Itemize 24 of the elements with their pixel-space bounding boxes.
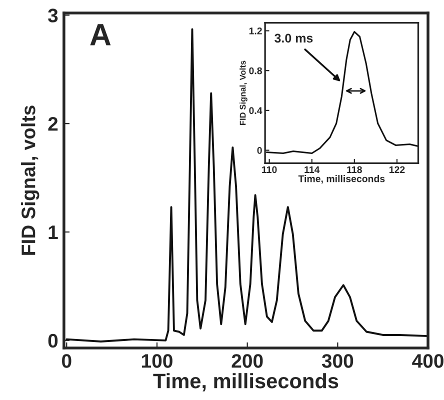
x-tick-label: 300 bbox=[322, 354, 354, 368]
y-tick-label: 3 bbox=[48, 8, 58, 22]
x-tick-label: 110 bbox=[262, 166, 277, 174]
y-axis-title: FID Signal, volts bbox=[21, 106, 40, 255]
y-tick-label: 1.2 bbox=[249, 28, 262, 34]
x-axis-title: Time, milliseconds bbox=[153, 373, 338, 392]
x-tick-label: 118 bbox=[347, 166, 362, 174]
x-tick-label: 100 bbox=[142, 354, 172, 368]
x-tick-label: 122 bbox=[389, 166, 405, 174]
y-axis-title: FID Signal, Volts bbox=[240, 60, 248, 126]
y-tick-label: 0.8 bbox=[249, 67, 262, 74]
y-tick-label: 2 bbox=[48, 117, 58, 131]
x-tick-label: 0 bbox=[62, 354, 72, 368]
y-tick-label: 0 bbox=[257, 146, 262, 154]
y-tick-label: 0.4 bbox=[249, 107, 262, 114]
x-tick-label: 400 bbox=[412, 354, 444, 368]
annotation: A bbox=[90, 24, 111, 46]
x-tick-label: 200 bbox=[232, 354, 263, 368]
y-tick-label: 0 bbox=[48, 334, 58, 348]
x-tick-label: 114 bbox=[304, 166, 320, 174]
x-axis-title: Time, milliseconds bbox=[298, 175, 385, 184]
annotation: 3.0 ms bbox=[274, 34, 313, 43]
y-tick-label: 1 bbox=[48, 226, 58, 240]
line-series bbox=[266, 30, 418, 154]
